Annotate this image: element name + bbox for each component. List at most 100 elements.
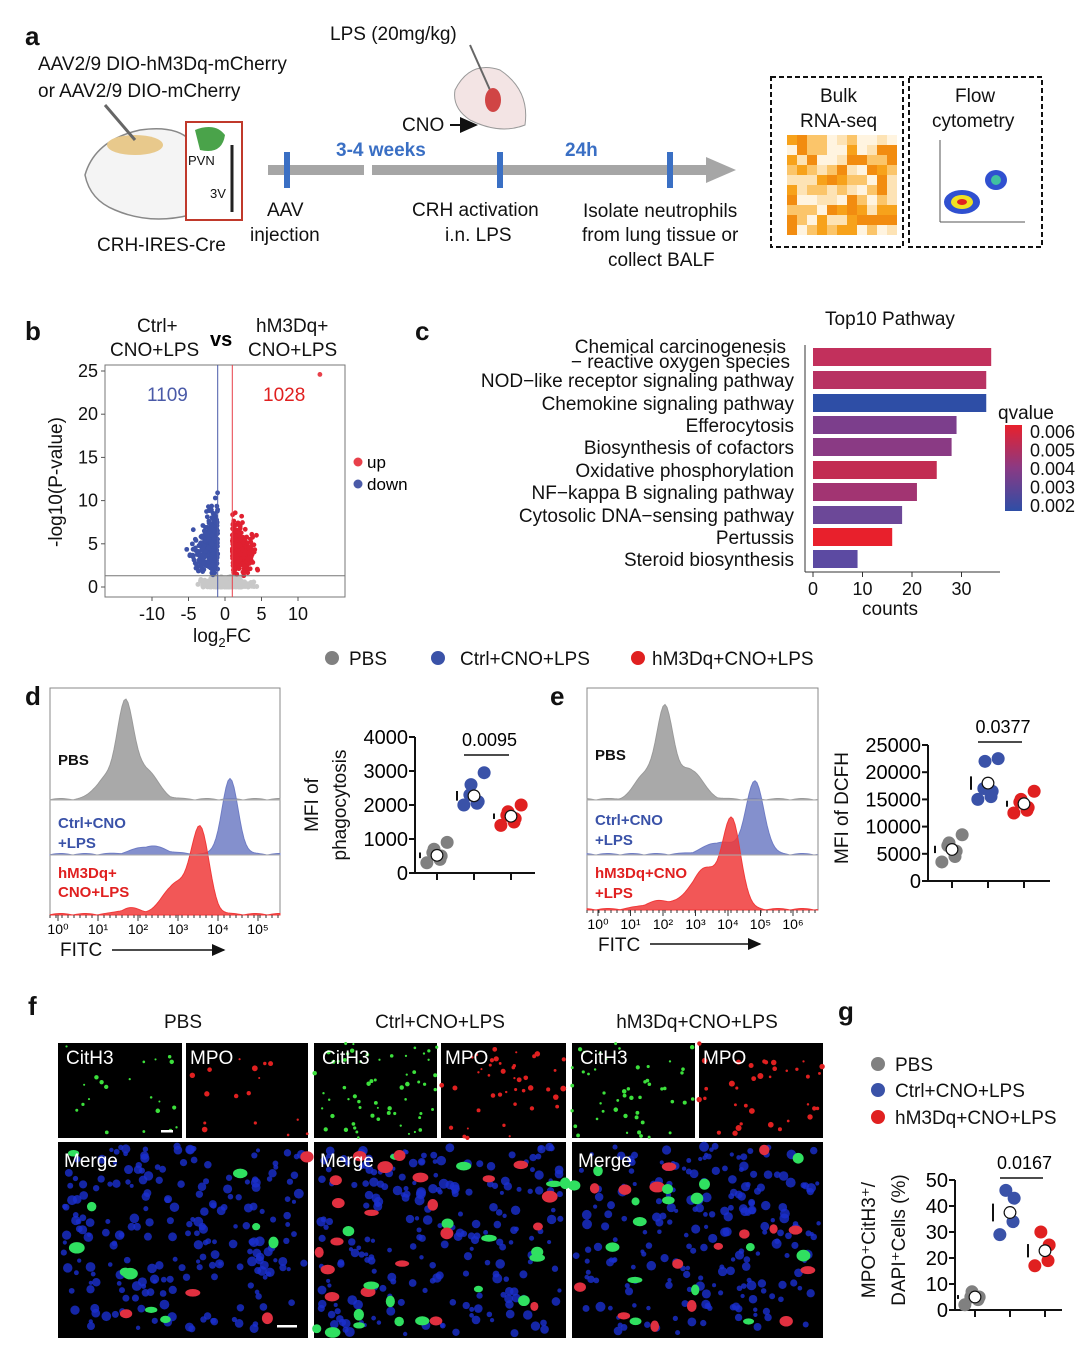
heatmap-cell — [817, 195, 827, 205]
dapi-nucleus — [665, 1281, 673, 1290]
dapi-nucleus — [593, 1242, 603, 1252]
dapi-nucleus — [159, 1165, 167, 1173]
dapi-nucleus — [607, 1201, 615, 1210]
dapi-nucleus — [422, 1215, 433, 1225]
dapi-nucleus — [168, 1285, 177, 1295]
dapi-nucleus — [386, 1306, 396, 1316]
cith3-signal — [327, 1098, 331, 1101]
dapi-nucleus — [141, 1283, 147, 1289]
dapi-nucleus — [112, 1160, 118, 1165]
heatmap-cell — [857, 215, 867, 225]
dapi-nucleus — [68, 1287, 75, 1294]
dapi-nucleus — [659, 1212, 667, 1220]
dapi-nucleus — [227, 1193, 234, 1200]
cith3-signal — [353, 1126, 357, 1130]
pathway-bars: Chemical carcinogenesis− reactive oxygen… — [481, 337, 1000, 599]
dapi-nucleus — [210, 1317, 219, 1326]
dapi-nucleus — [164, 1195, 173, 1204]
dapi-nucleus — [672, 1315, 678, 1321]
mpo-signal — [513, 1077, 516, 1080]
heatmap-cell — [797, 215, 807, 225]
mpo-signal — [767, 1121, 774, 1128]
dapi-nucleus — [691, 1224, 701, 1234]
dapi-nucleus — [630, 1264, 636, 1270]
cith3-signal — [326, 1050, 331, 1055]
merge-signal — [481, 1234, 497, 1242]
heatmap-cell — [877, 145, 887, 155]
dapi-nucleus — [333, 1302, 338, 1307]
step-label: AAV — [267, 200, 304, 221]
dapi-nucleus — [470, 1235, 480, 1245]
dapi-nucleus — [369, 1177, 379, 1187]
x-tick-label: 20 — [902, 579, 922, 599]
dapi-nucleus — [551, 1265, 559, 1272]
cith3-signal — [99, 1079, 104, 1085]
mpo-signal — [253, 1121, 257, 1125]
merge-signal — [631, 1197, 640, 1206]
dapi-nucleus — [235, 1194, 242, 1201]
dapi-nucleus — [291, 1199, 297, 1204]
pathway-bar — [813, 506, 903, 524]
dapi-nucleus — [122, 1294, 130, 1302]
point-up — [249, 531, 255, 537]
dapi-nucleus — [711, 1166, 721, 1176]
merge-signal — [533, 1222, 543, 1231]
dapi-nucleus — [762, 1229, 768, 1235]
data-point — [935, 855, 949, 869]
dapi-nucleus — [118, 1144, 124, 1150]
cith3-signal — [358, 1106, 362, 1110]
pathway-label: Efferocytosis — [686, 416, 794, 437]
heatmap-cell — [857, 155, 867, 165]
cith3-signal — [629, 1095, 634, 1101]
point-up — [239, 513, 245, 519]
dapi-nucleus — [326, 1278, 331, 1283]
x-tick-label: 10⁴ — [207, 921, 229, 937]
dapi-nucleus — [753, 1322, 762, 1331]
timeline-bar — [372, 165, 712, 175]
merge-signal — [232, 1168, 248, 1179]
heatmap-cell — [887, 135, 897, 145]
mpo-signal — [802, 1060, 805, 1063]
legend-marker — [871, 1083, 885, 1097]
x-axis-label: log2FC — [193, 626, 251, 650]
merge-signal — [252, 1223, 261, 1231]
dapi-nucleus — [719, 1264, 725, 1270]
dapi-nucleus — [317, 1285, 327, 1295]
y-tick-label: 0 — [397, 863, 408, 885]
cith3-signal — [387, 1106, 392, 1111]
heatmap-cell — [787, 225, 797, 235]
point-down — [193, 561, 199, 567]
y-tick-label: 15 — [78, 447, 98, 467]
mpo-signal — [795, 1067, 799, 1071]
dapi-nucleus — [337, 1260, 345, 1268]
dapi-nucleus — [177, 1180, 185, 1188]
dapi-nucleus — [125, 1179, 131, 1185]
dapi-nucleus — [381, 1183, 389, 1191]
dapi-nucleus — [107, 1262, 113, 1267]
data-point — [514, 798, 528, 812]
dapi-nucleus — [356, 1245, 362, 1251]
merge-signal — [618, 1184, 632, 1195]
dapi-nucleus — [523, 1310, 533, 1320]
dapi-nucleus — [88, 1319, 93, 1324]
point-up — [232, 550, 238, 556]
pathway-bar — [813, 348, 992, 366]
heatmap-cell — [867, 155, 877, 165]
point-up — [240, 540, 246, 545]
heatmap-cell — [867, 215, 877, 225]
dapi-nucleus — [495, 1209, 503, 1216]
dapi-nucleus — [699, 1141, 709, 1152]
point-down — [210, 568, 216, 574]
dapi-nucleus — [735, 1305, 743, 1313]
merge-signal — [530, 1301, 539, 1311]
dapi-nucleus — [617, 1322, 623, 1328]
mpo-signal — [305, 1132, 309, 1136]
dapi-nucleus — [692, 1206, 699, 1212]
heatmap-cell — [837, 185, 847, 195]
dapi-nucleus — [708, 1233, 718, 1243]
dapi-nucleus — [203, 1312, 212, 1320]
merge-signal — [800, 1266, 816, 1275]
dapi-nucleus — [182, 1273, 191, 1281]
dapi-nucleus — [613, 1326, 623, 1336]
dapi-nucleus — [131, 1294, 139, 1302]
